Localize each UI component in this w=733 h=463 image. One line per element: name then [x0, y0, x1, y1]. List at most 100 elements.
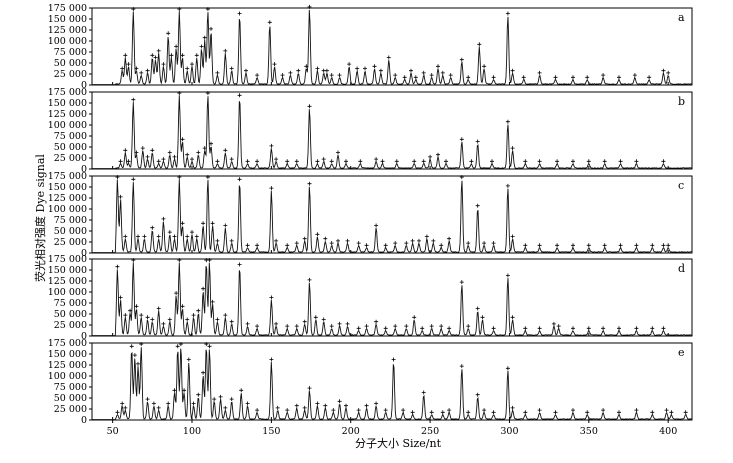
- peak-marker: [302, 236, 307, 241]
- peak-marker: [440, 70, 445, 75]
- peak-marker: [185, 152, 190, 157]
- peak-marker: [393, 73, 398, 78]
- peak-marker: [118, 295, 123, 300]
- peak-marker: [255, 324, 260, 329]
- peak-marker: [571, 408, 575, 413]
- peak-marker: [553, 75, 558, 80]
- panel-frame: [91, 175, 693, 254]
- peak-marker: [466, 241, 471, 246]
- peak-marker: [424, 234, 429, 239]
- peak-marker: [245, 401, 250, 406]
- peak-marker: [356, 326, 361, 331]
- peak-marker: [475, 306, 480, 311]
- y-tick-label: 0: [81, 80, 87, 91]
- y-tick-label: 50 000: [54, 309, 87, 320]
- peak-marker: [586, 159, 591, 164]
- peak-marker: [391, 357, 396, 362]
- peak-marker: [205, 175, 210, 180]
- peak-marker: [209, 141, 213, 146]
- peak-marker: [237, 11, 242, 16]
- peak-marker: [374, 401, 379, 406]
- peak-marker: [134, 150, 139, 155]
- y-tick-label: 150 000: [48, 98, 87, 109]
- peak-marker: [429, 324, 434, 329]
- peak-marker: [131, 258, 136, 263]
- y-tick-label: 100 000: [48, 287, 87, 298]
- peak-marker: [288, 70, 293, 75]
- peak-marker: [302, 405, 307, 410]
- peak-marker: [374, 223, 379, 228]
- y-tick-label: 25 000: [54, 69, 87, 80]
- peak-marker: [586, 326, 591, 331]
- peak-marker: [140, 146, 145, 151]
- peak-marker: [409, 68, 413, 73]
- y-tick-label: 50 000: [54, 58, 87, 69]
- peak-marker: [172, 234, 177, 239]
- peak-marker: [156, 48, 161, 53]
- peak-marker: [447, 236, 452, 241]
- y-tick-label: 175 000: [48, 3, 87, 14]
- panel-frame: [91, 342, 693, 421]
- x-tick-label: 400: [659, 426, 677, 437]
- peak-marker: [202, 35, 207, 40]
- peak-marker: [145, 154, 150, 159]
- peak-marker: [475, 203, 480, 208]
- peak-marker: [285, 243, 290, 248]
- peak-marker: [477, 42, 482, 47]
- peak-marker: [145, 68, 150, 73]
- peak-marker: [204, 342, 209, 347]
- peak-marker: [410, 410, 415, 415]
- peak-marker: [466, 410, 471, 415]
- peak-marker: [237, 262, 242, 267]
- y-tick-label: 100 000: [48, 371, 87, 382]
- peak-marker: [223, 48, 228, 53]
- panel-frame: [91, 7, 693, 86]
- peak-marker: [510, 234, 515, 239]
- peak-marker: [269, 295, 274, 300]
- peak-marker: [447, 326, 452, 331]
- peak-marker: [307, 4, 312, 9]
- y-tick-label: 175 000: [48, 338, 87, 349]
- peak-marker: [421, 70, 426, 75]
- peak-marker: [185, 234, 190, 239]
- peak-marker: [156, 159, 161, 164]
- peak-marker: [174, 291, 179, 296]
- peak-marker: [131, 7, 136, 12]
- peak-marker: [161, 321, 166, 326]
- y-tick-label: 100 000: [48, 120, 87, 131]
- peak-marker: [601, 73, 606, 78]
- peak-marker: [505, 183, 510, 188]
- peak-marker: [436, 64, 440, 69]
- peak-marker: [393, 241, 398, 246]
- peak-marker: [436, 152, 440, 157]
- peak-marker: [255, 159, 260, 164]
- peak-marker: [439, 243, 444, 248]
- peak-marker: [156, 234, 161, 239]
- peak-marker: [274, 238, 279, 243]
- peak-marker: [196, 392, 201, 397]
- peak-marker: [634, 159, 639, 164]
- x-axis-title: 分子大小 Size/nt: [355, 436, 442, 450]
- peak-marker: [215, 70, 220, 75]
- peak-marker: [336, 150, 340, 155]
- peak-marker: [174, 44, 179, 49]
- signal-trace: [92, 347, 693, 421]
- peak-marker: [571, 75, 575, 80]
- peak-marker: [315, 66, 320, 71]
- peak-marker: [212, 397, 217, 402]
- peak-marker: [272, 62, 277, 67]
- peak-marker: [134, 66, 139, 71]
- peak-marker: [255, 408, 260, 413]
- peak-marker: [459, 175, 464, 180]
- peak-marker: [523, 159, 528, 164]
- peak-marker: [510, 68, 515, 73]
- peak-marker: [294, 403, 299, 408]
- signal-trace: [92, 179, 692, 254]
- panel-frame: [91, 91, 693, 170]
- peak-marker: [255, 243, 260, 248]
- peak-marker: [632, 73, 637, 78]
- peak-marker: [229, 397, 234, 402]
- x-tick-label: 100: [183, 426, 201, 437]
